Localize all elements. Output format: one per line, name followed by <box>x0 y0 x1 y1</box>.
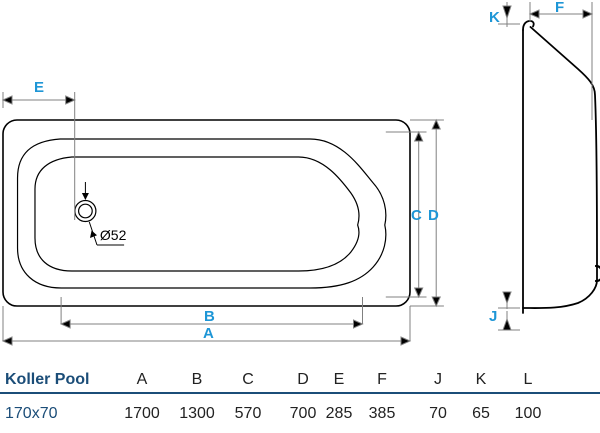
svg-text:285: 285 <box>326 405 353 422</box>
svg-text:65: 65 <box>472 405 490 422</box>
svg-text:A: A <box>137 371 148 388</box>
svg-text:C: C <box>411 207 422 224</box>
svg-text:B: B <box>192 371 203 388</box>
svg-text:700: 700 <box>290 405 317 422</box>
svg-text:570: 570 <box>235 405 262 422</box>
svg-text:1300: 1300 <box>179 405 215 422</box>
svg-text:J: J <box>489 308 497 325</box>
svg-text:Koller Pool: Koller Pool <box>5 371 89 388</box>
svg-text:B: B <box>204 308 215 325</box>
svg-text:A: A <box>203 325 214 342</box>
svg-text:1700: 1700 <box>124 405 160 422</box>
svg-text:C: C <box>242 371 254 388</box>
svg-text:F: F <box>377 371 387 388</box>
svg-text:D: D <box>428 207 439 224</box>
svg-text:L: L <box>524 371 533 388</box>
svg-text:Ø52: Ø52 <box>100 227 127 243</box>
svg-text:K: K <box>476 371 487 388</box>
svg-text:70: 70 <box>429 405 447 422</box>
svg-text:100: 100 <box>515 405 542 422</box>
svg-text:K: K <box>489 9 500 26</box>
svg-text:E: E <box>34 79 44 96</box>
svg-text:J: J <box>434 371 442 388</box>
svg-text:E: E <box>334 371 345 388</box>
svg-text:170x70: 170x70 <box>5 405 58 422</box>
svg-text:385: 385 <box>369 405 396 422</box>
svg-text:F: F <box>555 0 564 16</box>
svg-text:D: D <box>297 371 309 388</box>
